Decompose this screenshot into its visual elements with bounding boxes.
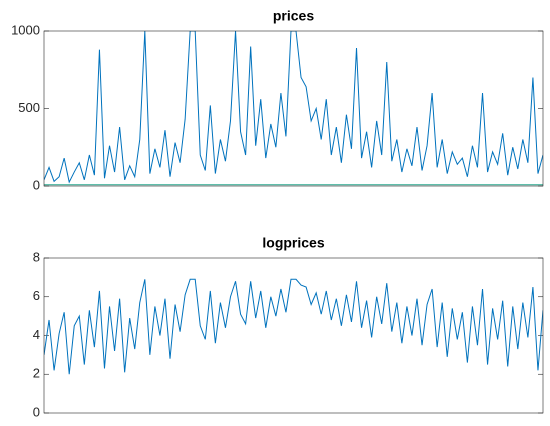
y-tick-label: 2 <box>33 366 40 381</box>
axes-box <box>43 257 544 414</box>
data-line <box>44 31 543 184</box>
y-tick-label: 8 <box>33 249 40 264</box>
data-line <box>44 278 543 375</box>
y-tick-label: 6 <box>33 288 40 303</box>
chart-title: prices <box>273 8 314 24</box>
y-tick-label: 500 <box>18 100 40 115</box>
axes-background <box>44 258 543 413</box>
axes-background <box>44 31 543 186</box>
chart-title: logprices <box>262 235 324 251</box>
y-tick-label: 0 <box>33 177 40 192</box>
axes-box <box>43 30 544 187</box>
y-tick-label: 1000 <box>11 22 40 37</box>
y-tick-label: 0 <box>33 404 40 419</box>
y-tick-label: 4 <box>33 327 40 342</box>
